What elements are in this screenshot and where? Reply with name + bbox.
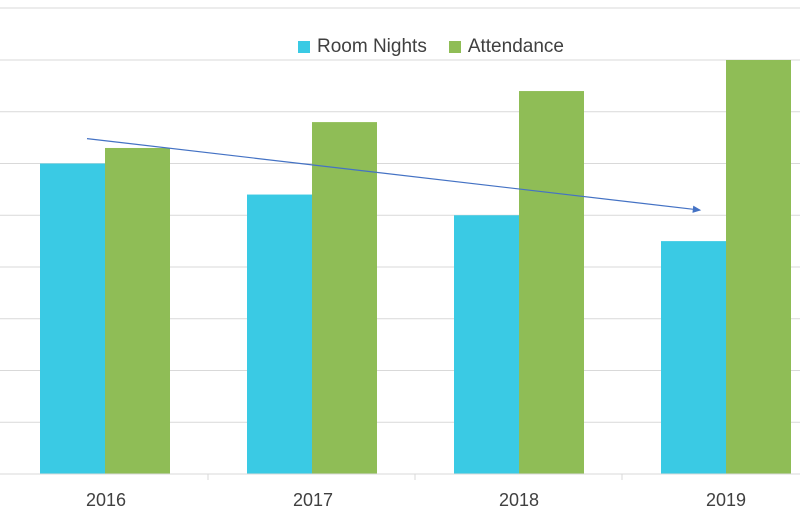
bar-attendance-2017	[312, 122, 377, 474]
bar-attendance-2019	[726, 60, 791, 474]
bar-room-nights-2019	[661, 241, 726, 474]
bar-attendance-2018	[519, 91, 584, 475]
trend-arrow	[86, 138, 702, 213]
x-tick-label: 2016	[85, 490, 127, 510]
legend-label-attendance: Attendance	[467, 36, 564, 57]
x-tick-label: 2017	[292, 490, 334, 510]
bar-room-nights-2017	[247, 194, 312, 475]
x-tick-label: 2018	[498, 490, 540, 510]
legend-item-attendance: Attendance	[448, 36, 564, 58]
legend-item-room-nights: Room Nights	[298, 36, 427, 58]
bars-group	[40, 60, 791, 475]
legend: Room Nights Attendance	[298, 36, 580, 58]
legend-label-room-nights: Room Nights	[317, 36, 427, 57]
legend-swatch-room-nights	[298, 41, 310, 53]
bar-attendance-2016	[105, 147, 170, 474]
x-tick-label: 2019	[705, 490, 747, 510]
legend-swatch-attendance	[448, 41, 461, 53]
bar-room-nights-2018	[454, 215, 519, 474]
trend-arrow-group	[86, 138, 702, 213]
bar-room-nights-2016	[40, 163, 105, 474]
